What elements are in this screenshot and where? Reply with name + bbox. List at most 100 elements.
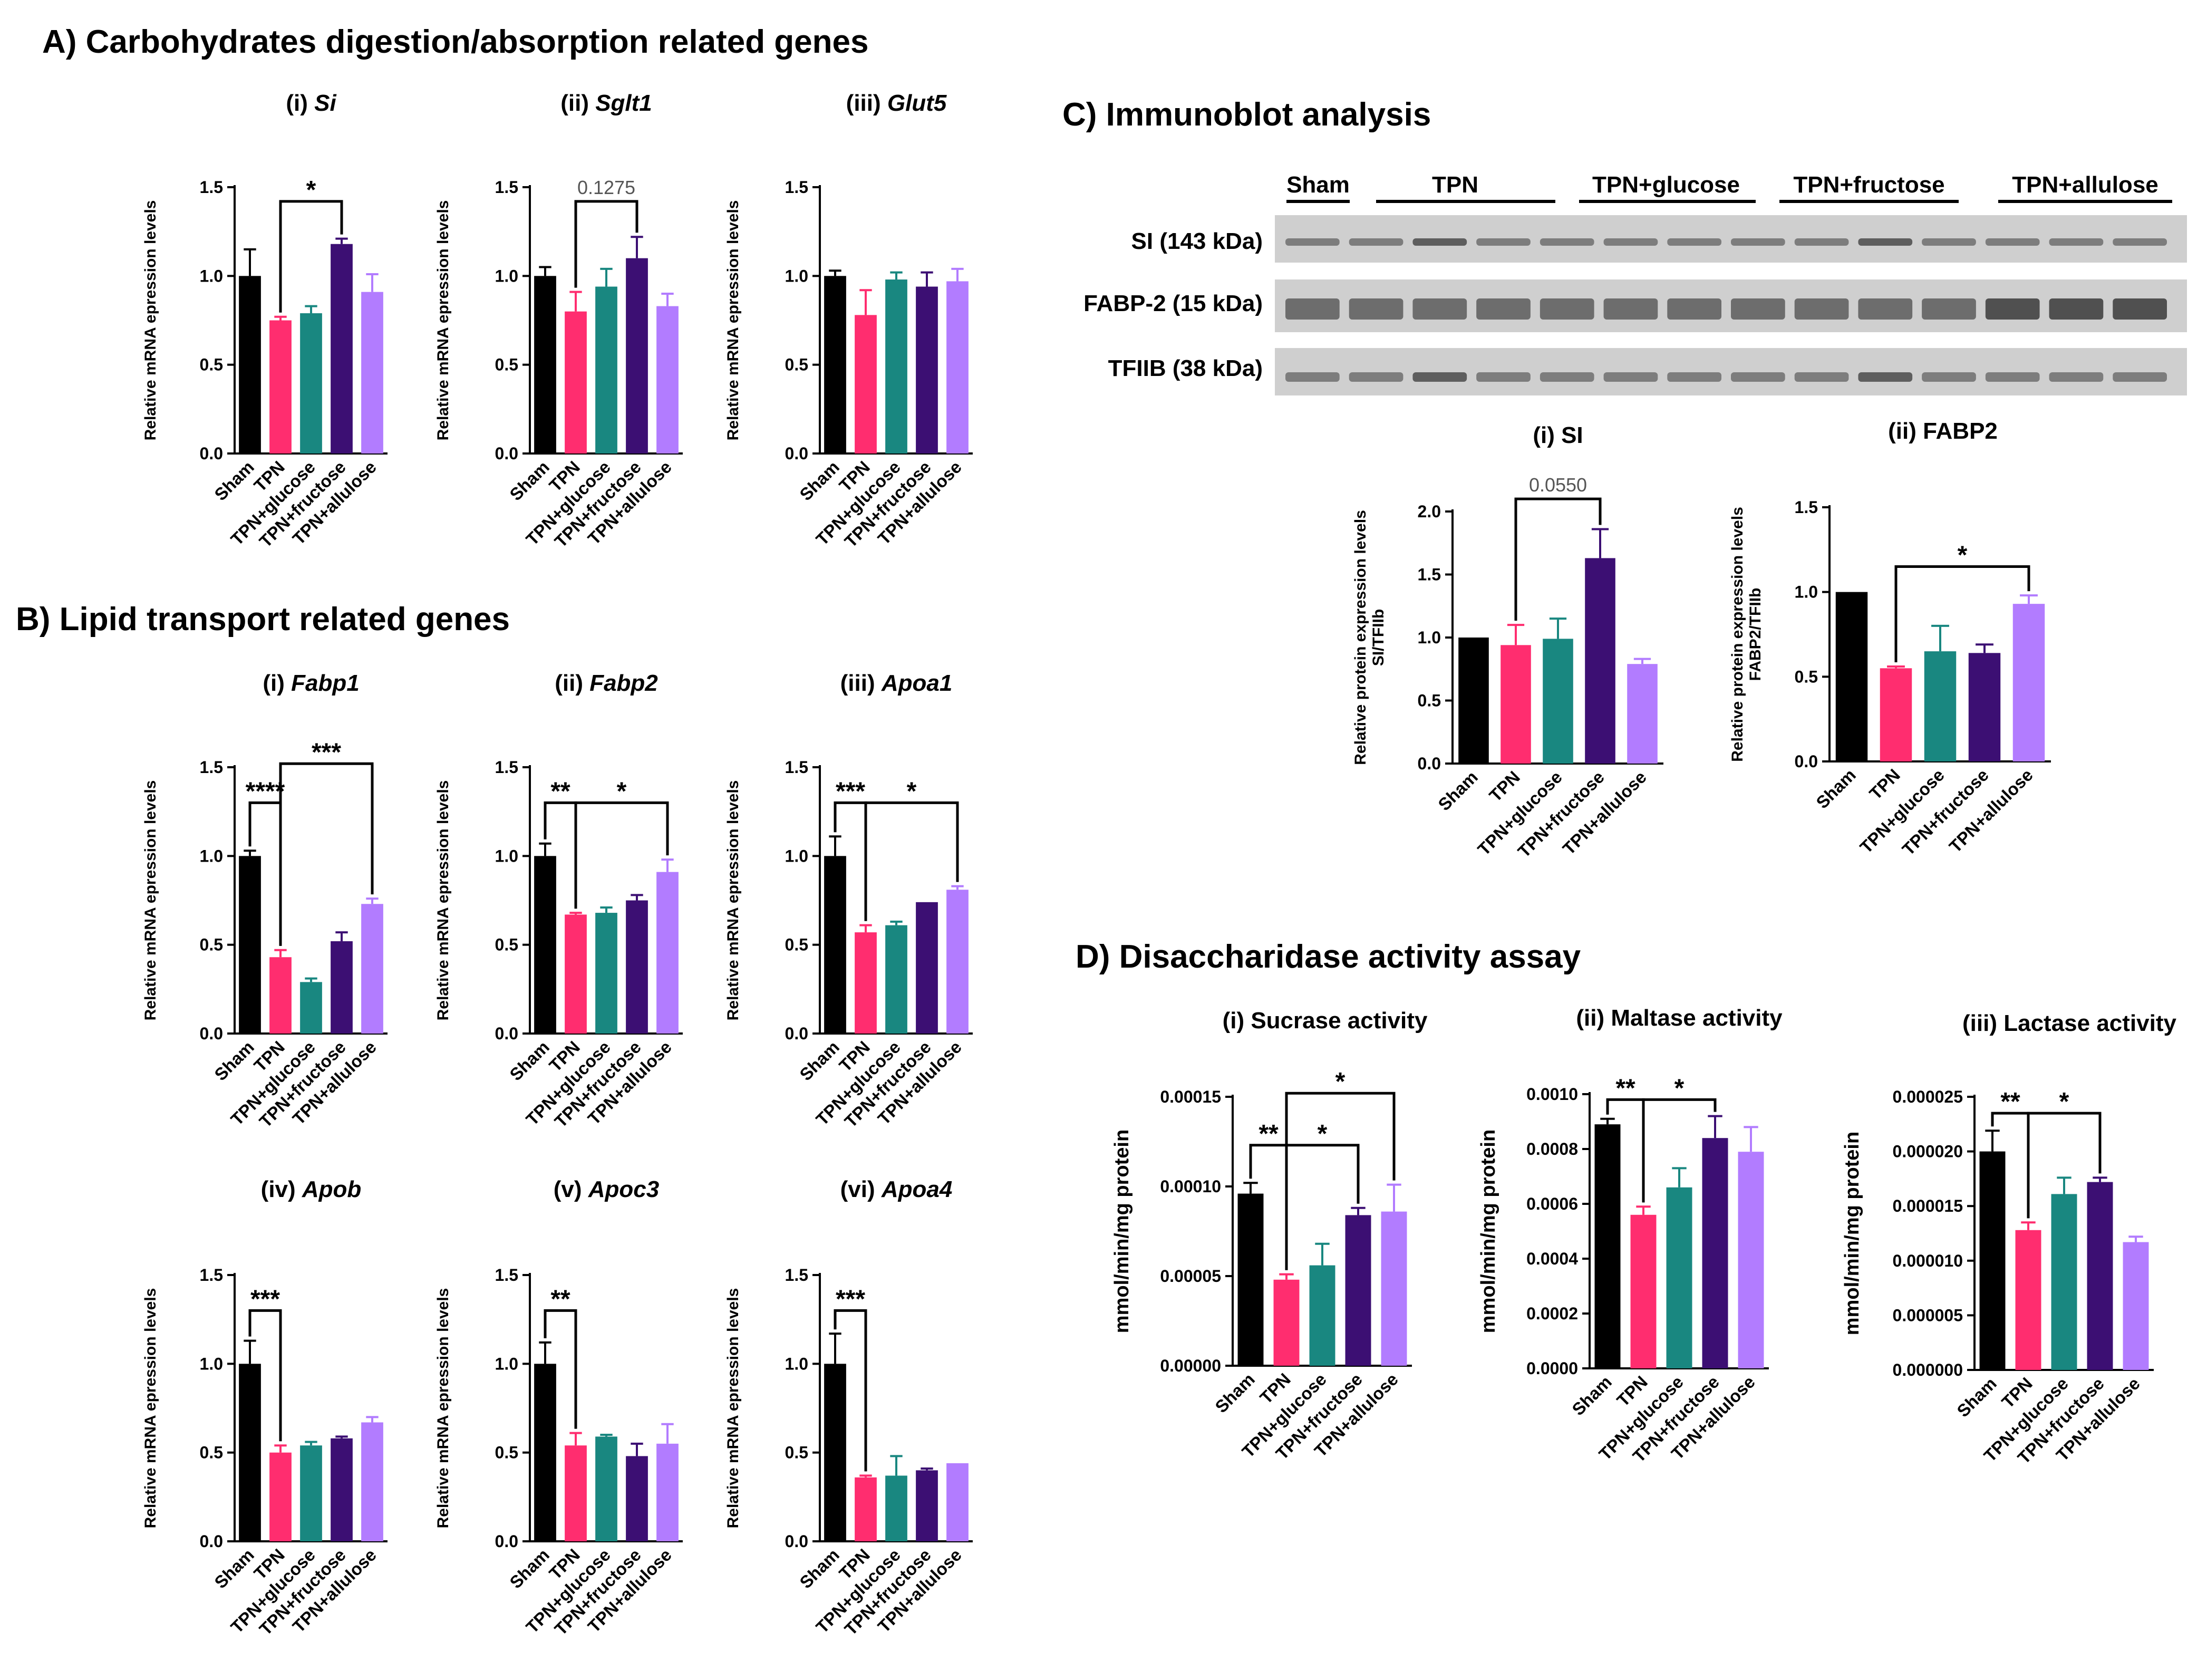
bar-tpn-fructose (626, 900, 648, 1034)
bar-tpn (269, 320, 292, 453)
blot-band (1922, 298, 1976, 320)
significance-label: 0.1275 (577, 177, 635, 198)
immunoblot-panel: Sham TPN TPN+glucose TPN+fructose TPN+al… (1083, 172, 2187, 395)
y-axis-label: Relative mRNA epression levels (142, 780, 159, 1021)
bar-tpn-glucose (595, 286, 617, 453)
y-tick-label: 1.5 (785, 758, 808, 777)
chart-B3: (iii) Apoa1 Relative mRNA epression level… (724, 670, 973, 1131)
y-tick-label: 1.5 (495, 1266, 518, 1285)
bar-tpn-allulose (361, 904, 383, 1034)
bar-tpn-allulose (1381, 1211, 1407, 1366)
y-tick-label: 2.0 (1418, 502, 1441, 521)
bar-tpn-glucose (1924, 651, 1957, 761)
y-tick-label: 1.0 (495, 266, 518, 285)
blot-band (1985, 372, 2040, 382)
bar-tpn (565, 1445, 587, 1541)
y-tick-label: 1.5 (495, 758, 518, 777)
blot-band (1667, 298, 1721, 320)
chart-B6: (vi) Apoa4 Relative mRNA epression levels… (724, 1176, 973, 1639)
y-tick-label: 1.0 (785, 266, 808, 285)
chart-A2: (ii) Sglt1 Relative mRNA epression levels… (434, 90, 683, 551)
y-tick-label: 0.5 (495, 1443, 518, 1462)
bar-tpn-allulose (361, 292, 383, 453)
blot-band (1794, 238, 1849, 246)
section-a-title: A) Carbohydrates digestion/absorption re… (42, 24, 869, 60)
significance-bracket (574, 200, 638, 288)
y-tick-label: 0.0 (495, 1024, 518, 1043)
chart-title: (i) Sucrase activity (1223, 1008, 1428, 1034)
bar-tpn-fructose (1585, 558, 1615, 764)
y-axis-label: Relative protein expression levels (1729, 507, 1746, 762)
y-tick-label: 0.0006 (1526, 1194, 1578, 1213)
chart-title: (iii) Glut5 (846, 90, 947, 116)
chart-title-gene: Apoc3 (588, 1176, 659, 1202)
bar-tpn (2015, 1230, 2041, 1370)
blot-strip (1275, 348, 2187, 395)
bar-tpn-allulose (656, 1443, 679, 1541)
significance-label: * (306, 176, 316, 204)
y-tick-label: 0.000000 (1893, 1360, 1963, 1379)
blot-band (1603, 372, 1658, 382)
chart-title-prefix: (iii) (846, 90, 887, 116)
significance-label: ** (1615, 1074, 1635, 1102)
blot-band (1285, 298, 1340, 320)
y-tick-label: 1.5 (1795, 498, 1818, 517)
blot-band (1985, 238, 2040, 246)
y-tick-label: 0.5 (200, 1443, 223, 1462)
bar-tpn (269, 957, 292, 1034)
y-tick-label: 0.5 (785, 935, 808, 954)
chart-title: (i) Fabp1 (263, 670, 359, 696)
blot-band (1476, 372, 1531, 382)
chart-B4: (iv) Apob Relative mRNA epression levels 0… (142, 1176, 388, 1639)
chart-title-gene: Apob (302, 1176, 361, 1202)
y-tick-label: 0.000005 (1893, 1306, 1963, 1325)
blot-band (1922, 238, 1976, 246)
y-tick-label: 0.00015 (1160, 1087, 1221, 1106)
bar-tpn-glucose (885, 1475, 907, 1541)
blot-band (1285, 372, 1340, 382)
bar-tpn (855, 315, 877, 453)
y-tick-label: 1.5 (495, 178, 518, 197)
blot-band (1349, 238, 1403, 246)
chart-title-prefix: (iii) Lactase activity (1962, 1010, 2176, 1036)
bar-tpn-fructose (331, 244, 353, 453)
y-axis-label: Relative mRNA epression levels (142, 200, 159, 441)
chart-B5: (v) Apoc3 Relative mRNA epression levels 0… (434, 1176, 683, 1639)
y-tick-label: 0.0 (200, 1532, 223, 1551)
significance-label: ** (2000, 1088, 2020, 1116)
y-tick-label: 0.000015 (1893, 1196, 1963, 1215)
category-label: Sham (1953, 1374, 2000, 1421)
y-tick-label: 1.0 (495, 1354, 518, 1373)
blot-band (1667, 238, 1721, 246)
bar-tpn-allulose (656, 872, 679, 1034)
y-tick-label: 0.5 (1418, 691, 1441, 710)
bar-tpn-fructose (1345, 1215, 1371, 1366)
chart-A3: (iii) Glut5 Relative mRNA epression level… (724, 90, 973, 551)
blot-row-label: TFIIB (38 kDa) (1108, 355, 1263, 381)
y-tick-label: 1.5 (1418, 565, 1441, 584)
blot-band (1540, 298, 1594, 320)
y-axis-label: Relative mRNA epression levels (724, 1288, 742, 1529)
bar-sham (534, 276, 556, 453)
blot-band (2113, 238, 2167, 246)
blot-band (2113, 298, 2167, 320)
bar-tpn-fructose (916, 286, 938, 453)
chart-title-prefix: (ii) FABP2 (1888, 418, 1998, 444)
y-tick-label: 0.5 (200, 935, 223, 954)
bar-tpn (565, 914, 587, 1034)
section-d-title: D) Disaccharidase activity assay (1076, 939, 1581, 975)
significance-bracket (1894, 565, 2030, 663)
significance-label: *** (836, 1285, 865, 1313)
chart-title: (ii) FABP2 (1888, 418, 1998, 444)
bar-tpn-glucose (300, 1445, 322, 1541)
bar-tpn-allulose (1738, 1152, 1764, 1368)
y-tick-label: 0.0004 (1526, 1249, 1578, 1268)
category-label: TPN (1485, 767, 1524, 806)
y-tick-label: 0.0 (1418, 754, 1441, 773)
y-tick-label: 1.0 (1418, 628, 1441, 647)
section-b-title: B) Lipid transport related genes (16, 601, 510, 638)
significance-bracket (1285, 1092, 1396, 1270)
significance-label: **** (246, 777, 285, 805)
bar-tpn-allulose (1627, 664, 1658, 764)
